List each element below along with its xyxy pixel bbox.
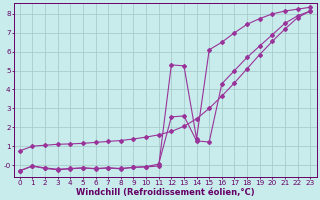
X-axis label: Windchill (Refroidissement éolien,°C): Windchill (Refroidissement éolien,°C) — [76, 188, 254, 197]
